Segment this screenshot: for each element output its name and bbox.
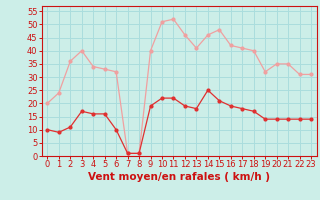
X-axis label: Vent moyen/en rafales ( km/h ): Vent moyen/en rafales ( km/h ): [88, 172, 270, 182]
